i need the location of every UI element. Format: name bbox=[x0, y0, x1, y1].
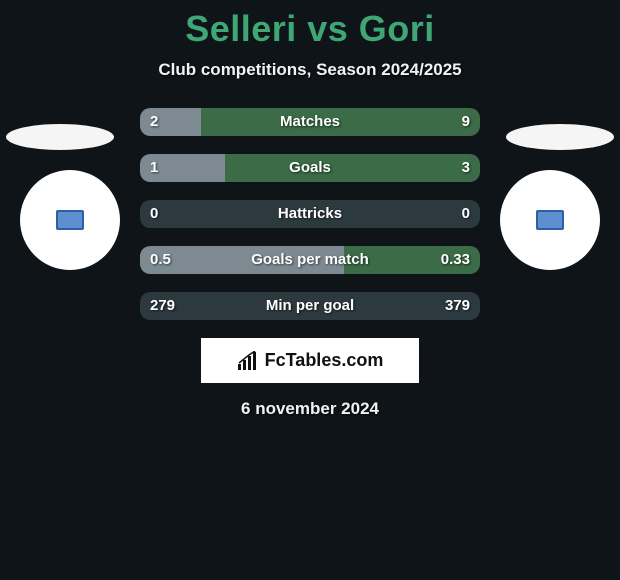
stat-row: 29Matches bbox=[140, 108, 480, 136]
stat-label: Matches bbox=[140, 108, 480, 136]
stat-row: 279379Min per goal bbox=[140, 292, 480, 320]
subtitle: Club competitions, Season 2024/2025 bbox=[0, 60, 620, 80]
player-a-flag-icon bbox=[56, 210, 84, 230]
stats-bars: 29Matches 13Goals 00Hattricks 0.50.33Goals … bbox=[140, 108, 480, 320]
player-b-circle bbox=[500, 170, 600, 270]
player-a-ellipse bbox=[6, 124, 114, 150]
player-b-ellipse bbox=[506, 124, 614, 150]
stat-row: 13Goals bbox=[140, 154, 480, 182]
stat-row: 00Hattricks bbox=[140, 200, 480, 228]
fctables-logo-icon bbox=[237, 351, 259, 371]
stat-label: Goals bbox=[140, 154, 480, 182]
player-b-flag-icon bbox=[536, 210, 564, 230]
stat-label: Min per goal bbox=[140, 292, 480, 320]
stat-label: Hattricks bbox=[140, 200, 480, 228]
stat-label: Goals per match bbox=[140, 246, 480, 274]
date-text: 6 november 2024 bbox=[0, 399, 620, 419]
stat-row: 0.50.33Goals per match bbox=[140, 246, 480, 274]
fctables-logo-text: FcTables.com bbox=[265, 350, 384, 371]
player-a-circle bbox=[20, 170, 120, 270]
fctables-logo[interactable]: FcTables.com bbox=[201, 338, 419, 383]
page-title: Selleri vs Gori bbox=[0, 0, 620, 50]
